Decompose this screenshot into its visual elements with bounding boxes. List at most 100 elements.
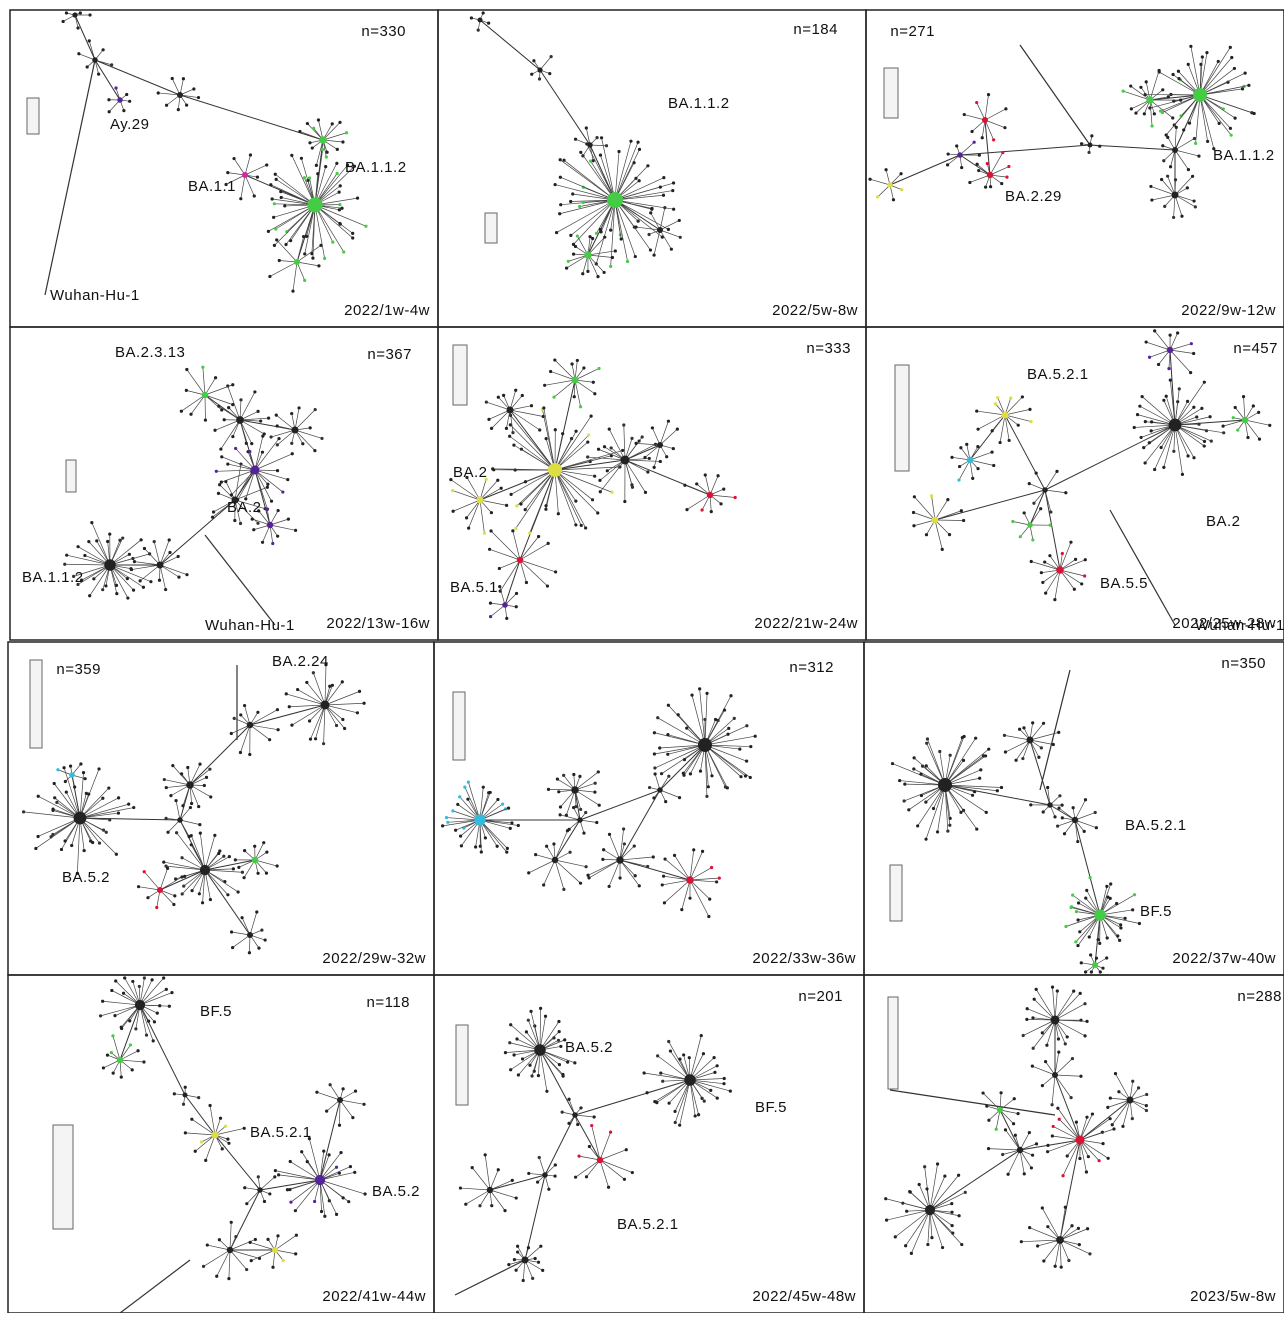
node [590,1124,593,1127]
node [1028,482,1031,485]
node [1105,956,1108,959]
node [474,845,477,848]
node [676,428,679,431]
node [925,533,928,536]
node [181,892,184,895]
node [278,259,281,262]
branch [1000,415,1005,443]
branch [600,1132,611,1160]
branch [451,480,480,500]
node [466,798,469,801]
node [662,875,665,878]
node [331,241,334,244]
node [678,219,681,222]
branch [978,415,1005,429]
node [614,249,617,252]
node [537,1074,540,1077]
node [101,588,104,591]
period-label: 2022/37w-40w [1172,950,1276,967]
hub-node [1002,412,1009,419]
node [1055,470,1058,473]
branch [80,804,129,818]
node [271,542,274,545]
branch [510,436,555,470]
node [170,991,173,994]
node [1148,356,1151,359]
node [158,579,161,582]
node [1045,1044,1048,1047]
node [622,827,625,830]
node [1172,450,1175,453]
node [601,858,604,861]
node [276,469,279,472]
branch [190,725,250,785]
hub-node [698,738,712,752]
node [678,1124,681,1127]
node [162,976,165,979]
node [171,77,174,80]
node [648,457,651,460]
node [984,754,987,757]
node [708,898,711,901]
node [646,865,649,868]
branch [1030,740,1050,805]
node [55,801,58,804]
node [618,876,621,879]
node [608,885,611,888]
node [1016,1112,1019,1115]
hub-node [177,92,183,98]
branch [229,1250,230,1279]
node [930,1236,933,1239]
node [578,775,581,778]
node [542,883,545,886]
node [653,466,656,469]
node [527,1246,530,1249]
node [609,1131,612,1134]
node [88,594,91,597]
node [608,833,611,836]
node [1087,151,1090,154]
node [1046,1150,1049,1153]
node [69,764,72,767]
period-label: 2022/9w-12w [1181,302,1276,319]
branch [960,142,974,155]
node [646,470,649,473]
node [489,615,492,618]
hub-node [616,856,624,864]
sample-count: n=184 [793,21,838,38]
node [1056,824,1059,827]
node [1131,1080,1134,1083]
branch [1052,1075,1055,1105]
node [1025,1018,1028,1021]
hub-node [517,557,524,564]
node [1080,142,1083,145]
node [589,159,592,162]
node [987,93,990,96]
node [694,1114,697,1117]
node [962,759,965,762]
node [1210,439,1213,442]
node [1083,1002,1086,1005]
branch [575,1115,594,1117]
hub-node [534,1044,546,1056]
node [572,773,575,776]
node [56,768,59,771]
branch [95,60,180,95]
node [263,432,266,435]
hub-node [1146,96,1154,104]
node [553,358,556,361]
node [710,774,713,777]
branch [181,395,205,411]
node [101,1000,104,1003]
node [634,442,637,445]
branch [1045,490,1066,493]
branch [540,70,590,145]
node [1186,454,1189,457]
node [338,1124,341,1127]
node [64,839,67,842]
node [182,1103,185,1106]
node [95,539,98,542]
node [570,362,573,365]
node [595,821,598,824]
node [294,1252,297,1255]
